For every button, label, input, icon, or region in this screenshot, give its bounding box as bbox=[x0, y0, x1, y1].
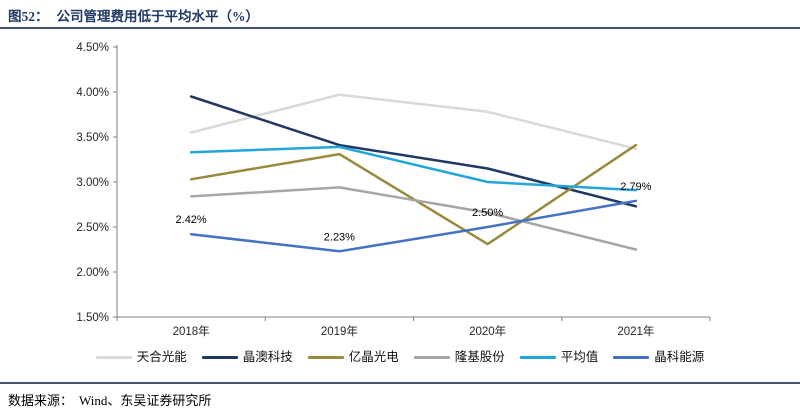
source-label: 数据来源： bbox=[8, 393, 74, 408]
legend-item-亿晶光电: 亿晶光电 bbox=[307, 350, 399, 364]
series-line-晶澳科技 bbox=[189, 95, 638, 208]
legend-swatch-icon bbox=[613, 355, 650, 359]
x-axis-tick-label: 2018年 bbox=[173, 324, 210, 338]
series-line-隆基股份 bbox=[189, 186, 638, 251]
source-footer: 数据来源： Wind、东吴证券研究所 bbox=[0, 382, 800, 409]
legend-swatch-icon bbox=[519, 355, 556, 359]
legend-item-晶科能源: 晶科能源 bbox=[613, 351, 704, 364]
data-label-晶科能源: 2.50% bbox=[472, 207, 503, 219]
series-line-天合光能 bbox=[189, 93, 638, 150]
legend-label: 隆基股份 bbox=[454, 350, 505, 364]
series-line-晶科能源 bbox=[189, 199, 638, 253]
legend-label: 亿晶光电 bbox=[348, 350, 399, 364]
legend-swatch-icon bbox=[307, 355, 344, 359]
legend-label: 晶澳科技 bbox=[242, 350, 293, 364]
legend-label: 平均值 bbox=[560, 350, 599, 364]
data-label-晶科能源: 2.23% bbox=[324, 231, 355, 243]
y-axis-tick-label: 1.50% bbox=[76, 312, 109, 324]
x-axis-tick-label: 2020年 bbox=[469, 324, 506, 338]
y-axis-tick-label: 2.00% bbox=[76, 267, 109, 279]
figure-title: 公司管理费用低于平均水平（%） bbox=[56, 9, 260, 24]
legend-item-天合光能: 天合光能 bbox=[95, 350, 187, 364]
chart-canvas: 4.50% 4.00% 3.50% 3.00% 2.50% 2.00% 1.50% 2018年… bbox=[76, 42, 711, 338]
source-text: Wind、东吴证券研究所 bbox=[79, 393, 212, 408]
y-axis-tick-label: 3.50% bbox=[76, 132, 109, 144]
chart-legend: 天合光能 晶澳科技 亿晶光电 隆基股份 平均值 晶科能源 bbox=[0, 351, 800, 364]
legend-item-晶澳科技: 晶澳科技 bbox=[201, 350, 293, 364]
line-chart: 4.50% 4.00% 3.50% 3.00% 2.50% 2.00% 1.50% 2018年… bbox=[0, 26, 800, 342]
x-axis-tick-label: 2021年 bbox=[617, 324, 654, 338]
y-axis-tick-label: 4.50% bbox=[76, 42, 109, 54]
legend-swatch-icon bbox=[413, 355, 450, 359]
y-axis-tick-label: 4.00% bbox=[76, 87, 109, 99]
legend-item-隆基股份: 隆基股份 bbox=[413, 350, 505, 364]
data-label-晶科能源: 2.79% bbox=[620, 181, 651, 193]
series-line-亿晶光电 bbox=[189, 143, 638, 246]
legend-item-平均值: 平均值 bbox=[519, 350, 599, 364]
y-axis-tick-label: 3.00% bbox=[76, 177, 109, 189]
x-axis-tick-label: 2019年 bbox=[321, 324, 358, 338]
legend-label: 天合光能 bbox=[136, 350, 187, 364]
series-line-平均值 bbox=[189, 145, 638, 192]
figure-number-label: 图52： bbox=[8, 9, 49, 24]
data-label-晶科能源: 2.42% bbox=[176, 214, 207, 226]
legend-swatch-icon bbox=[95, 355, 132, 359]
y-axis-tick-label: 2.50% bbox=[76, 222, 109, 234]
legend-swatch-icon bbox=[201, 355, 238, 359]
figure-header: 图52： 公司管理费用低于平均水平（%） bbox=[0, 0, 800, 29]
legend-label: 晶科能源 bbox=[654, 350, 705, 364]
